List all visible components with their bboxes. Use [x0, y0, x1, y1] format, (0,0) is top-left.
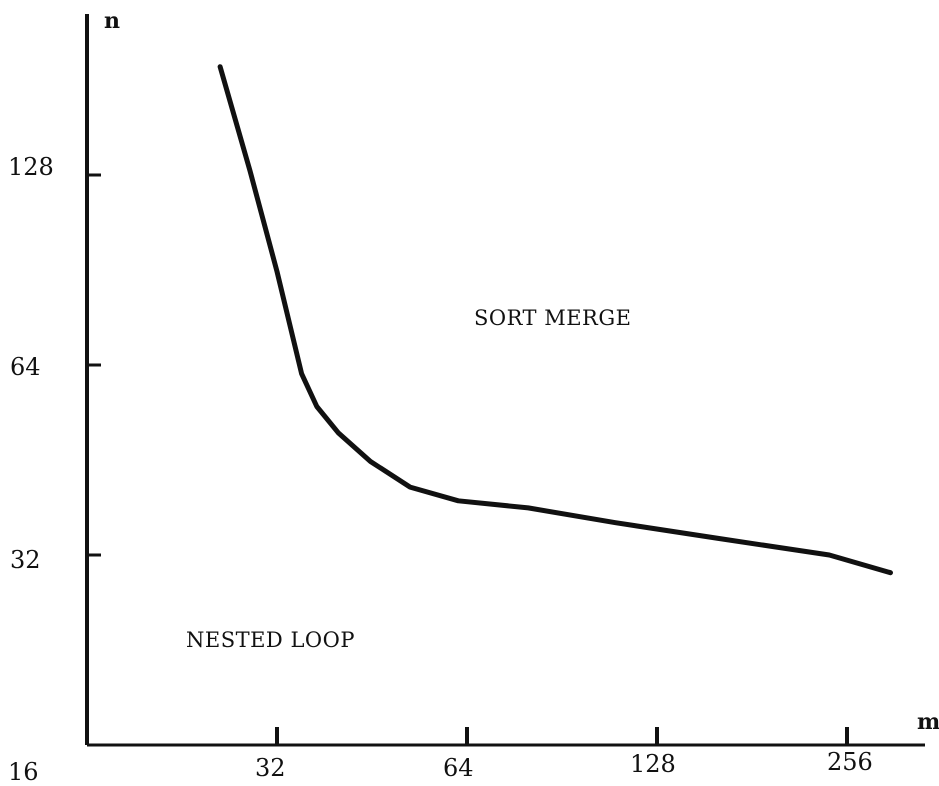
region-label-sort-merge: SORT MERGE — [474, 306, 632, 330]
y-tick-label-128: 128 — [8, 153, 54, 181]
origin-tick-label: 16 — [8, 758, 39, 786]
region-label-nested-loop: NESTED LOOP — [186, 628, 355, 652]
x-tick-label-128: 128 — [630, 750, 676, 778]
y-tick-label-32: 32 — [10, 546, 41, 574]
y-axis-label: n — [104, 8, 120, 34]
x-tick-label-32: 32 — [255, 754, 286, 782]
boundary-curve — [217, 64, 893, 576]
x-tick-label-256: 256 — [827, 748, 873, 776]
x-tick-label-64: 64 — [443, 754, 474, 782]
y-tick-label-64: 64 — [10, 353, 41, 381]
x-axis-label: m — [917, 709, 939, 735]
